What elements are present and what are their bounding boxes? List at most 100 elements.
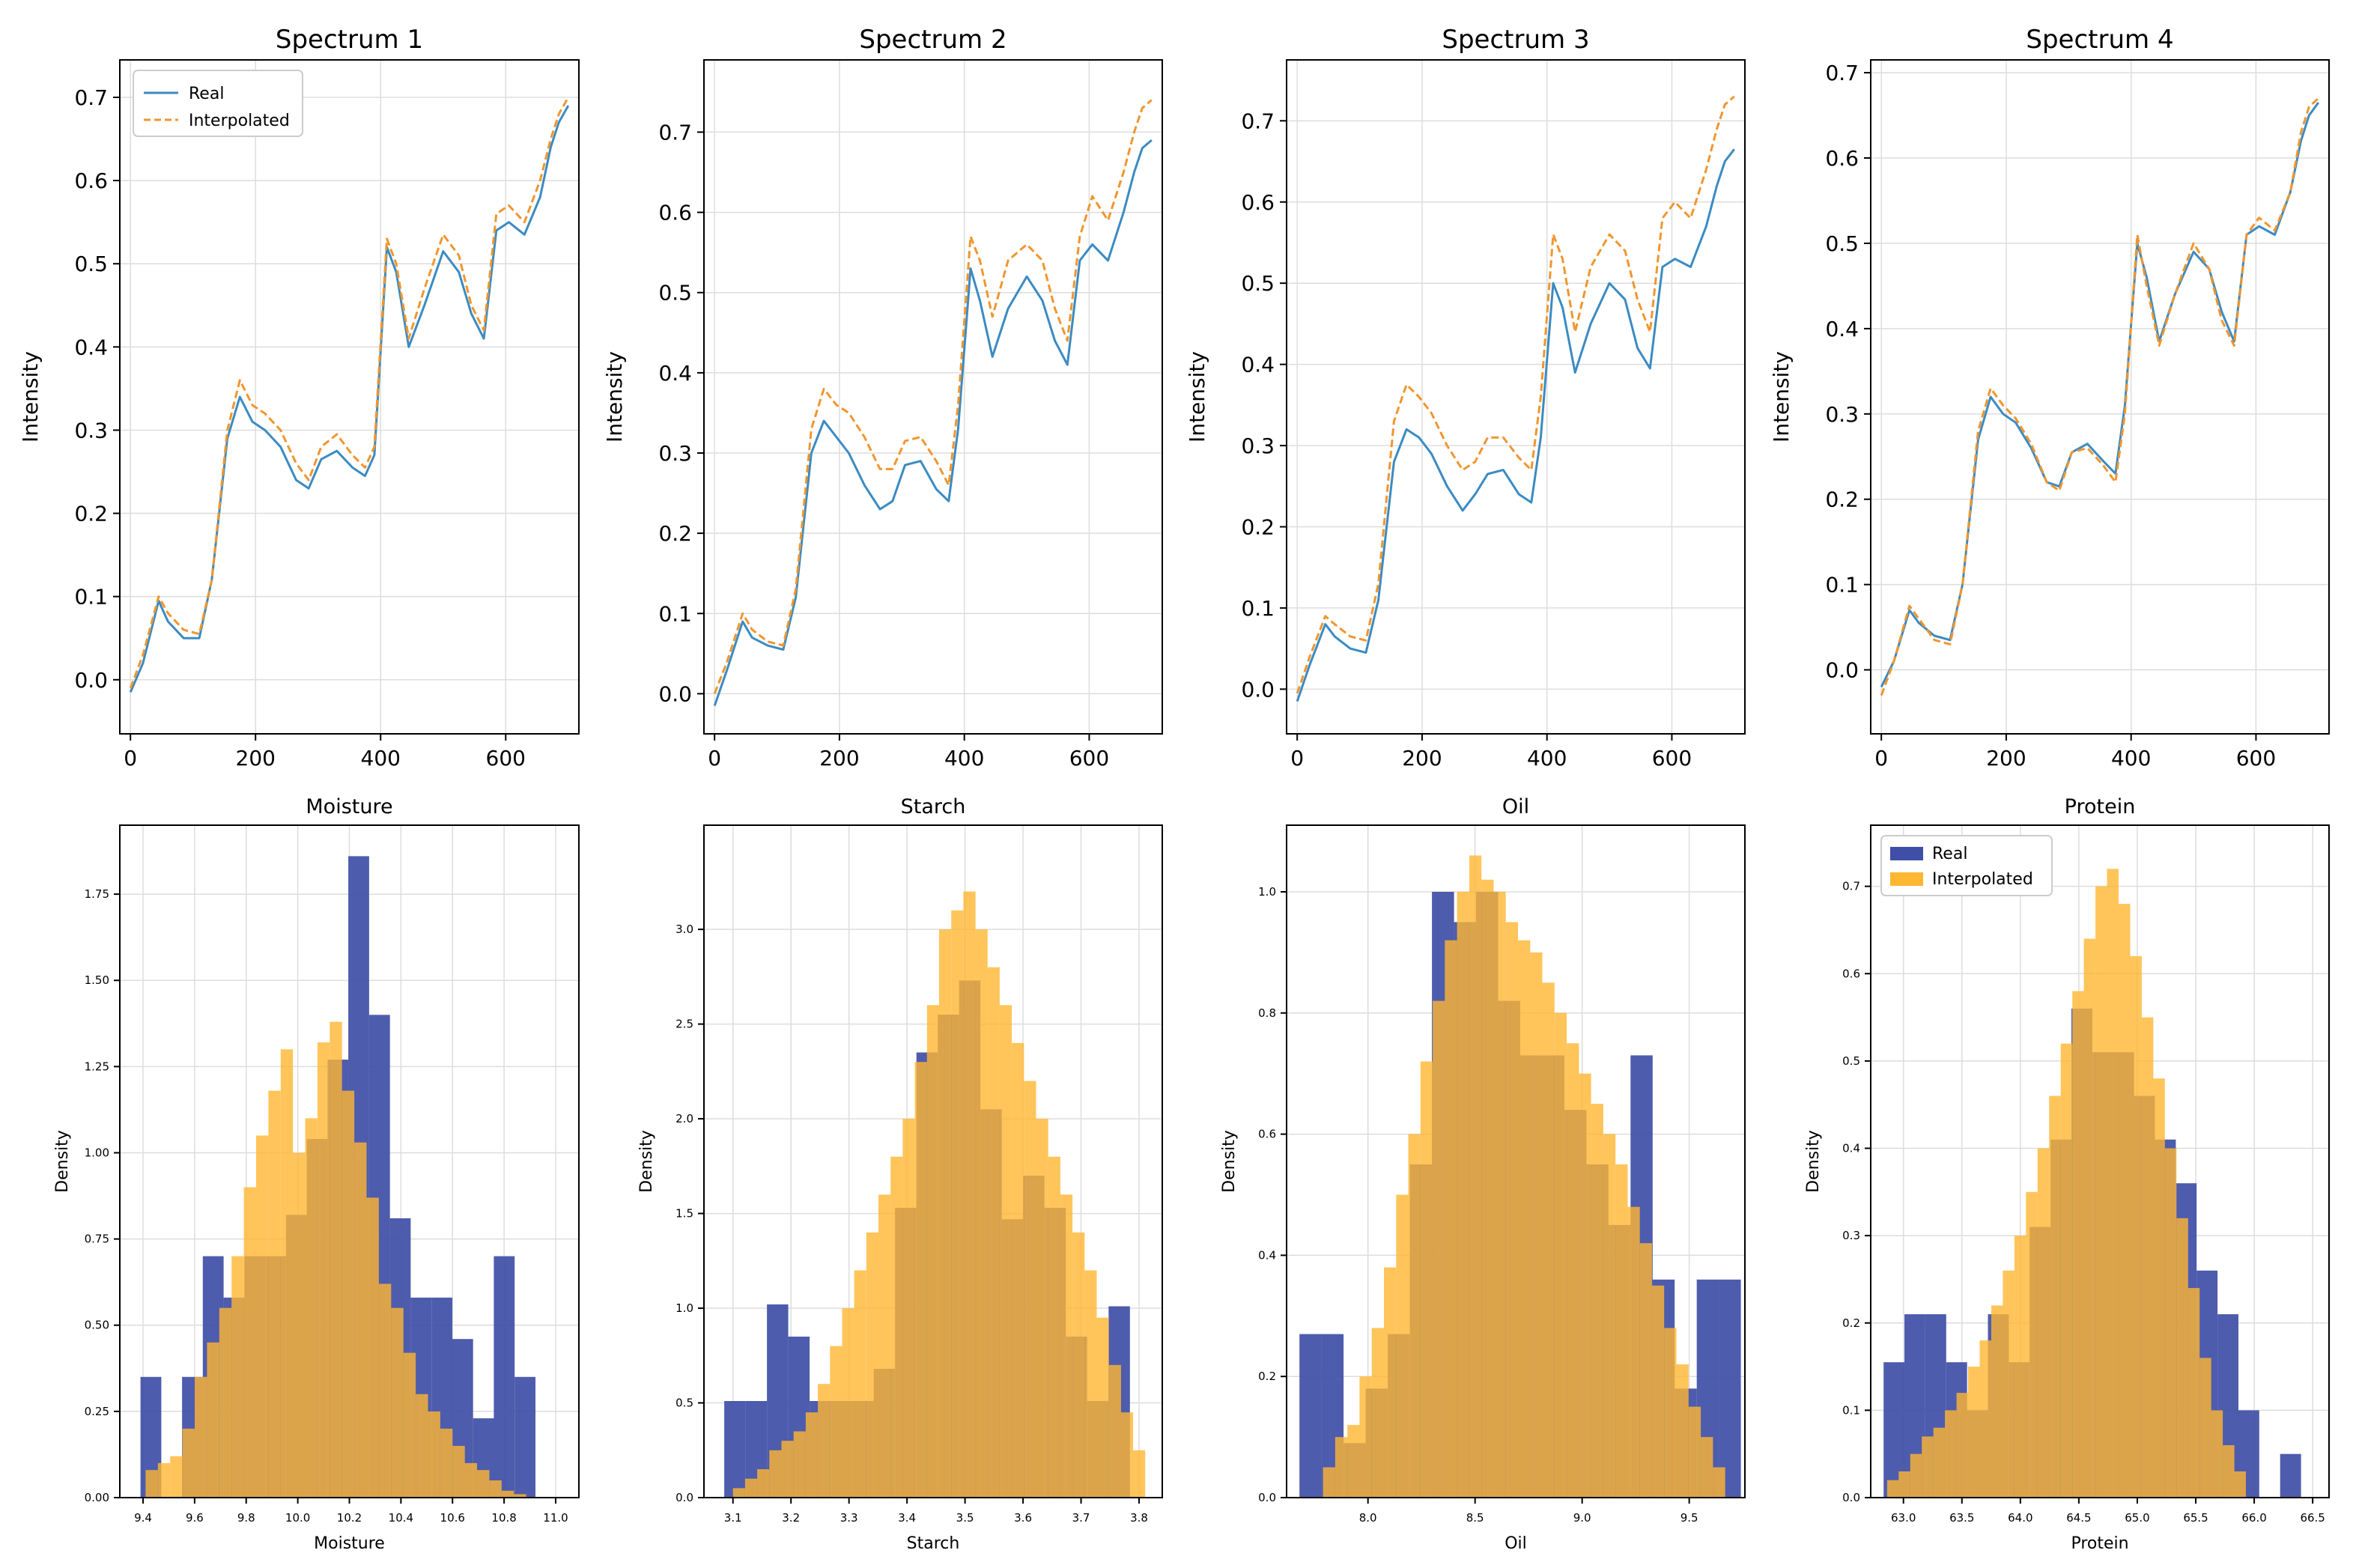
y-tick-label: 0.2 bbox=[658, 521, 692, 546]
hist-bar-interpolated bbox=[1979, 1340, 1991, 1498]
y-tick-label: 0.7 bbox=[1241, 109, 1275, 133]
hist-bar-interpolated bbox=[256, 1135, 269, 1498]
hist-bar-interpolated bbox=[1493, 892, 1506, 1498]
hist-bar-interpolated bbox=[769, 1450, 782, 1498]
plot-frame bbox=[1870, 824, 2330, 1498]
x-tick-label: 3.1 bbox=[724, 1511, 742, 1525]
hist-bar-interpolated bbox=[1627, 1206, 1640, 1498]
hist-bar-interpolated bbox=[2037, 1148, 2050, 1498]
y-tick-label: 0.2 bbox=[1825, 487, 1859, 512]
y-tick-label: 0.2 bbox=[1241, 514, 1275, 539]
histogram-panel-protein: 63.0 63.5 64.0 64.5 65.0 65.5 66.0 66.5 0.0 0.1 0.… bbox=[1804, 795, 2330, 1553]
legend-swatch-interpolated bbox=[1890, 872, 1923, 886]
x-tick-label: 3.6 bbox=[1014, 1511, 1032, 1525]
x-tick-label: 200 bbox=[819, 746, 859, 771]
hist-bar-interpolated bbox=[2072, 991, 2084, 1498]
y-tick-label: 0.0 bbox=[1258, 1491, 1276, 1504]
hist-bar-interpolated bbox=[268, 1090, 281, 1498]
x-tick-label: 11.0 bbox=[543, 1511, 568, 1525]
hist-bar-interpolated bbox=[1886, 1480, 1899, 1498]
x-tick-label: 10.2 bbox=[337, 1511, 362, 1525]
hist-bar-interpolated bbox=[2234, 1471, 2246, 1498]
hist-bar-interpolated bbox=[1713, 1467, 1725, 1498]
hist-bar-interpolated bbox=[1433, 1000, 1445, 1498]
x-tick-label: 600 bbox=[1069, 746, 1109, 771]
hist-bar-interpolated bbox=[378, 1283, 392, 1498]
hist-bar-interpolated bbox=[243, 1187, 256, 1498]
y-tick-label: 0.1 bbox=[658, 601, 692, 626]
hist-bar-interpolated bbox=[2119, 904, 2131, 1498]
y-tick-label: 0.6 bbox=[1258, 1128, 1276, 1141]
hist-bar-interpolated bbox=[1024, 1081, 1036, 1498]
x-tick-label: 0 bbox=[1874, 746, 1888, 771]
hist-bar-interpolated bbox=[1072, 1232, 1085, 1498]
hist-bar-interpolated bbox=[1359, 1376, 1372, 1498]
hist-bar-interpolated bbox=[757, 1469, 770, 1498]
series-line-interpolated bbox=[129, 97, 570, 689]
hist-bar-interpolated bbox=[1603, 1134, 1616, 1498]
hist-bar-interpolated bbox=[416, 1394, 428, 1498]
y-tick-label: 0.0 bbox=[658, 681, 692, 706]
hist-bar-interpolated bbox=[854, 1270, 866, 1498]
x-tick-label: 10.8 bbox=[491, 1511, 516, 1525]
hist-bar-interpolated bbox=[477, 1470, 490, 1498]
x-tick-label: 200 bbox=[1402, 746, 1442, 771]
legend-label: Real bbox=[1932, 845, 1967, 863]
hist-bar-interpolated bbox=[2211, 1410, 2223, 1498]
legend-label: Interpolated bbox=[1932, 870, 2033, 889]
hist-bar-interpolated bbox=[354, 1142, 367, 1498]
hist-bar-interpolated bbox=[157, 1462, 171, 1498]
hist-bar-interpolated bbox=[1048, 1156, 1060, 1498]
plot-frame bbox=[119, 59, 580, 735]
hist-bar-real bbox=[494, 1256, 515, 1498]
hist-bar-interpolated bbox=[732, 1488, 745, 1498]
hist-bar-interpolated bbox=[902, 1119, 915, 1498]
y-axis-label: Density bbox=[53, 1130, 72, 1193]
hist-bar-interpolated bbox=[1591, 1104, 1603, 1498]
x-tick-label: 66.5 bbox=[2300, 1511, 2325, 1525]
y-axis-label: Intensity bbox=[1769, 351, 1794, 443]
hist-bar-interpolated bbox=[1639, 1243, 1652, 1498]
hist-bar-interpolated bbox=[2130, 955, 2142, 1498]
hist-bar-interpolated bbox=[341, 1090, 355, 1498]
hist-bar-interpolated bbox=[926, 1005, 939, 1498]
y-tick-label: 0.3 bbox=[658, 441, 692, 466]
y-tick-label: 0.6 bbox=[658, 201, 692, 225]
y-tick-label: 0.6 bbox=[74, 168, 108, 193]
hist-bar-interpolated bbox=[207, 1342, 219, 1498]
hist-bar-interpolated bbox=[818, 1384, 831, 1498]
x-axis-label: Protein bbox=[2071, 1534, 2128, 1553]
hist-bar-interpolated bbox=[2176, 1218, 2188, 1498]
y-tick-label: 0.75 bbox=[85, 1233, 109, 1246]
histogram-panel-moisture: 9.4 9.6 9.8 10.0 10.2 10.4 10.6 10.8 11.0 0.00 0.2… bbox=[53, 795, 580, 1553]
x-tick-label: 65.0 bbox=[2125, 1511, 2149, 1525]
hist-bar-interpolated bbox=[1335, 1437, 1348, 1498]
hist-bar-interpolated bbox=[2014, 1236, 2026, 1498]
plot-frame bbox=[1286, 59, 1746, 735]
x-tick-label: 600 bbox=[2236, 746, 2276, 771]
y-tick-label: 0.5 bbox=[658, 281, 692, 306]
hist-bar-interpolated bbox=[1991, 1305, 2003, 1498]
hist-bar-real bbox=[1299, 1334, 1322, 1498]
hist-bar-interpolated bbox=[1323, 1467, 1335, 1498]
hist-bar-interpolated bbox=[2003, 1270, 2015, 1498]
y-tick-label: 0.3 bbox=[1241, 434, 1275, 458]
hist-bar-interpolated bbox=[305, 1118, 318, 1498]
hist-bar-interpolated bbox=[1968, 1367, 1980, 1498]
hist-bar-interpolated bbox=[1481, 879, 1494, 1498]
x-tick-label: 3.3 bbox=[840, 1511, 858, 1525]
hist-bar-interpolated bbox=[280, 1049, 294, 1498]
hist-bar-interpolated bbox=[1060, 1194, 1073, 1498]
hist-bar-interpolated bbox=[391, 1307, 404, 1498]
hist-bar-interpolated bbox=[231, 1256, 244, 1498]
hist-bar-interpolated bbox=[219, 1307, 232, 1498]
hist-bar-interpolated bbox=[2153, 1078, 2165, 1498]
hist-bar-interpolated bbox=[440, 1428, 453, 1498]
y-tick-label: 0.6 bbox=[1241, 190, 1275, 215]
hist-bar-interpolated bbox=[830, 1346, 842, 1498]
chart-title: Starch bbox=[901, 795, 966, 818]
spectrum-panel-2: 0 200 400 600 0.0 0.1 0.2 0.3 0.4 0.5 0.6 0.7 Spectr… bbox=[602, 25, 1163, 771]
x-tick-label: 8.5 bbox=[1466, 1511, 1484, 1525]
hist-bar-interpolated bbox=[1420, 1061, 1433, 1498]
series-line-interpolated bbox=[1296, 95, 1735, 694]
